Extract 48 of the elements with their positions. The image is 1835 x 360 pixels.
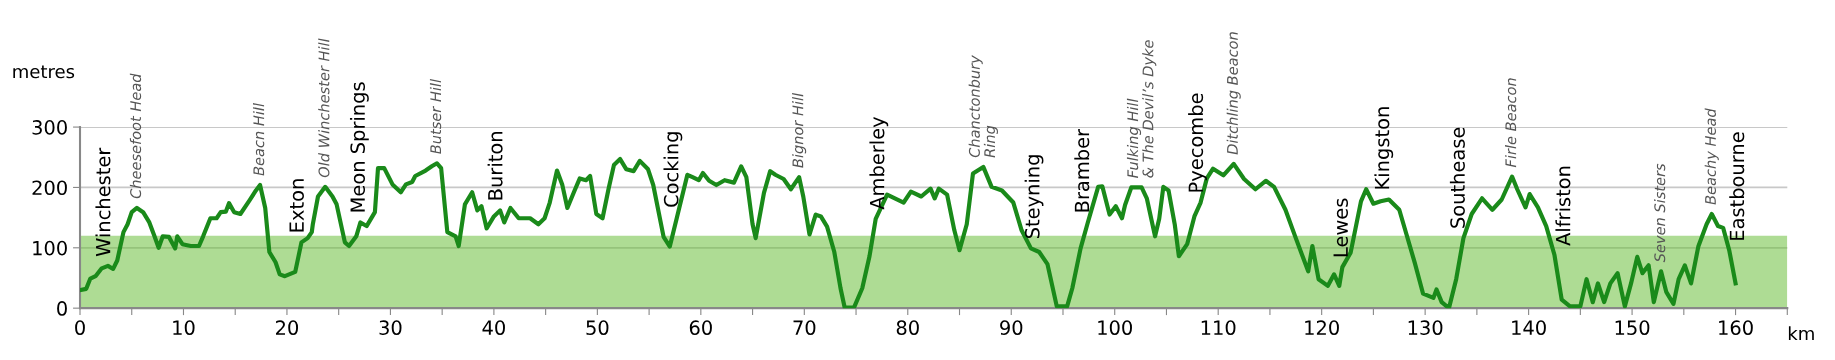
annotation: Old Winchester Hill bbox=[318, 38, 330, 178]
annotation: Cocking bbox=[663, 132, 683, 207]
x-tick-label: 60 bbox=[689, 320, 712, 336]
x-tick-label: 0 bbox=[75, 320, 85, 336]
x-tick-label: 120 bbox=[1305, 320, 1339, 336]
x-tick-label: 130 bbox=[1408, 320, 1443, 336]
annotation: Steyning bbox=[1024, 155, 1044, 239]
annotation: Lewes bbox=[1333, 198, 1348, 257]
y-tick-label: 200 bbox=[32, 180, 67, 196]
annotation: Beacn Hill bbox=[252, 103, 265, 176]
annotation: Bignor Hill bbox=[792, 92, 807, 168]
annotation: Kingston bbox=[1374, 107, 1394, 189]
x-tick-label: 70 bbox=[793, 320, 816, 336]
annotation: Pyecombe bbox=[1188, 93, 1207, 192]
annotation: Meon Springs bbox=[349, 82, 369, 212]
x-tick-label: 160 bbox=[1719, 320, 1753, 336]
x-tick-label: 110 bbox=[1201, 320, 1236, 336]
annotation: Buriton bbox=[487, 132, 503, 200]
annotation: Firle Beacon bbox=[1505, 78, 1517, 168]
annotation: Bramber bbox=[1074, 128, 1090, 212]
annotation: Eastbourne bbox=[1729, 132, 1745, 240]
annotation: Butser Hill bbox=[429, 79, 442, 154]
x-tick-label: 20 bbox=[276, 320, 299, 336]
annotation: Southease bbox=[1449, 127, 1465, 228]
x-axis-title: km bbox=[1788, 326, 1814, 340]
y-tick-label: 0 bbox=[57, 301, 67, 316]
x-tick-label: 140 bbox=[1512, 320, 1546, 336]
annotation: Alfriston bbox=[1555, 166, 1571, 246]
x-tick-label: 90 bbox=[1000, 320, 1023, 336]
y-tick-label: 300 bbox=[32, 120, 67, 135]
annotation: Fulking Hill & The Devil’s Dyke bbox=[1126, 40, 1157, 178]
x-tick-label: 150 bbox=[1615, 320, 1650, 336]
annotation: Beachy Head bbox=[1704, 108, 1719, 205]
y-axis-title: metres bbox=[13, 65, 75, 79]
x-tick-label: 40 bbox=[482, 320, 505, 336]
annotation: Chanctonbury Ring bbox=[968, 55, 998, 158]
annotation: Cheesefoot Head bbox=[129, 73, 142, 199]
x-tick-label: 80 bbox=[896, 320, 919, 336]
annotation: Seven Sisters bbox=[1654, 163, 1666, 263]
x-tick-label: 50 bbox=[586, 320, 609, 336]
annotation: Amberley bbox=[869, 116, 889, 210]
annotation: Ditchling Beacon bbox=[1226, 32, 1241, 155]
y-tick-label: 100 bbox=[33, 240, 67, 256]
x-tick-label: 30 bbox=[379, 320, 402, 336]
annotation: Winchester bbox=[95, 147, 111, 257]
x-tick-label: 100 bbox=[1098, 320, 1132, 336]
x-tick-label: 10 bbox=[173, 320, 195, 336]
annotation: Exton bbox=[289, 179, 304, 232]
